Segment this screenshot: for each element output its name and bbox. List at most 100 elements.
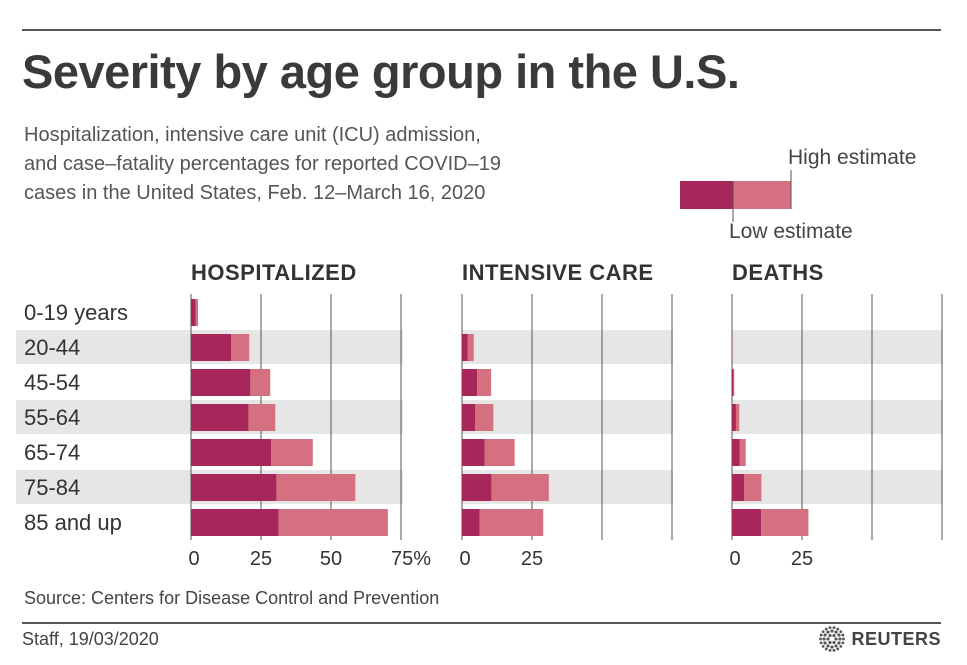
bar-high bbox=[477, 369, 492, 396]
panel-intensive-care: INTENSIVE CARE 0 25 bbox=[459, 260, 653, 570]
bar-high bbox=[250, 369, 271, 396]
bar-high bbox=[733, 369, 735, 396]
brand-dot bbox=[838, 637, 843, 641]
chart-subtitle: Hospitalization, intensive care unit (IC… bbox=[24, 121, 644, 208]
brand-dot bbox=[822, 637, 827, 641]
bar-low bbox=[732, 509, 762, 536]
category-label: 20-44 bbox=[24, 335, 80, 360]
brand-dot bbox=[822, 644, 826, 648]
panel-hospitalized: HOSPITALIZED 0 25 50 75% bbox=[188, 260, 431, 570]
top-rule bbox=[22, 29, 941, 31]
bar-low bbox=[462, 334, 468, 361]
bar-low bbox=[462, 369, 478, 396]
bar-high bbox=[744, 474, 762, 501]
brand-dot bbox=[820, 641, 824, 645]
subtitle-line: and case–fatality percentages for report… bbox=[24, 153, 501, 175]
brand-dot bbox=[828, 633, 833, 638]
bar-high bbox=[739, 439, 746, 466]
tick-label: 0 bbox=[729, 548, 740, 570]
category-label: 65-74 bbox=[24, 440, 80, 465]
bar-high bbox=[467, 334, 474, 361]
brand-dot bbox=[825, 627, 829, 631]
brand-dot bbox=[841, 641, 845, 645]
brand-dot bbox=[830, 629, 835, 633]
row-band bbox=[732, 470, 943, 504]
source-note: Source: Centers for Disease Control and … bbox=[24, 588, 440, 608]
subtitle-line: Hospitalization, intensive care unit (IC… bbox=[24, 124, 481, 146]
brand-dot bbox=[837, 633, 842, 637]
brand-dot bbox=[822, 630, 826, 634]
bar-high bbox=[276, 474, 356, 501]
bar-high bbox=[491, 474, 549, 501]
brand-dot bbox=[834, 630, 839, 634]
bar-low bbox=[191, 369, 251, 396]
row-band bbox=[732, 400, 943, 434]
bar-chart: 0-19 years 20-44 45-54 55-64 65-74 75-84 85 an… bbox=[16, 260, 943, 570]
legend-low-swatch bbox=[680, 181, 733, 209]
brand-dot bbox=[823, 641, 828, 645]
legend-high-swatch bbox=[733, 181, 791, 209]
tick-label: 25 bbox=[521, 548, 543, 570]
brand-dot bbox=[836, 647, 840, 651]
row-band bbox=[462, 400, 673, 434]
brand-dot bbox=[836, 627, 840, 631]
brand-dot bbox=[828, 640, 833, 645]
chart-title: Severity by age group in the U.S. bbox=[22, 45, 740, 98]
tick-label: 75% bbox=[391, 548, 431, 570]
bar-high bbox=[761, 509, 809, 536]
brand-dot bbox=[823, 633, 828, 637]
brand-dot bbox=[839, 644, 843, 648]
subtitle-line: cases in the United States, Feb. 12–Marc… bbox=[24, 182, 486, 204]
brand-dot bbox=[842, 637, 846, 641]
tick-label: 25 bbox=[250, 548, 272, 570]
brand-dot bbox=[826, 644, 831, 648]
bar-low bbox=[462, 474, 492, 501]
brand-dot bbox=[832, 633, 837, 638]
brand-dot bbox=[833, 626, 836, 630]
bottom-rule bbox=[22, 622, 941, 624]
tick-label: 0 bbox=[188, 548, 199, 570]
bar-high bbox=[248, 404, 276, 431]
category-label: 0-19 years bbox=[24, 300, 128, 325]
tick-label: 0 bbox=[459, 548, 470, 570]
panel-title: HOSPITALIZED bbox=[191, 260, 357, 285]
category-label: 55-64 bbox=[24, 405, 80, 430]
brand-dot bbox=[819, 637, 823, 641]
category-labels: 0-19 years 20-44 45-54 55-64 65-74 75-84 85 an… bbox=[24, 300, 128, 535]
brand-dot bbox=[833, 648, 836, 652]
bar-high bbox=[735, 404, 740, 431]
credit-line: Staff, 19/03/2020 bbox=[22, 629, 159, 649]
bar-low bbox=[191, 509, 279, 536]
legend-low-label: Low estimate bbox=[729, 220, 853, 243]
bar-low bbox=[462, 439, 485, 466]
bar-high bbox=[475, 404, 494, 431]
brand-dot bbox=[820, 633, 824, 637]
tick-label: 25 bbox=[791, 548, 813, 570]
brand-dot bbox=[837, 641, 842, 645]
bar-low bbox=[191, 299, 196, 326]
bar-low bbox=[732, 404, 736, 431]
brand-dot bbox=[839, 630, 843, 634]
bar-low bbox=[732, 369, 734, 396]
bar-low bbox=[732, 439, 740, 466]
category-label: 45-54 bbox=[24, 370, 80, 395]
bar-low bbox=[191, 334, 232, 361]
brand-dot bbox=[825, 647, 829, 651]
bar-low bbox=[191, 404, 249, 431]
bar-low bbox=[732, 474, 745, 501]
brand-dot bbox=[826, 630, 831, 634]
row-band bbox=[732, 330, 943, 364]
brand-dot bbox=[826, 637, 831, 641]
bar-low bbox=[462, 404, 476, 431]
row-band bbox=[462, 330, 673, 364]
bar-high bbox=[278, 509, 388, 536]
brand-logo: REUTERS bbox=[819, 626, 941, 652]
brand-dot bbox=[834, 644, 839, 648]
reuters-dots-icon bbox=[819, 626, 846, 652]
brand-dot bbox=[829, 648, 832, 652]
brand-dot bbox=[830, 645, 835, 649]
brand-dot bbox=[841, 633, 845, 637]
panel-title: DEATHS bbox=[732, 260, 824, 285]
bar-high bbox=[195, 299, 198, 326]
bar-high bbox=[479, 509, 544, 536]
